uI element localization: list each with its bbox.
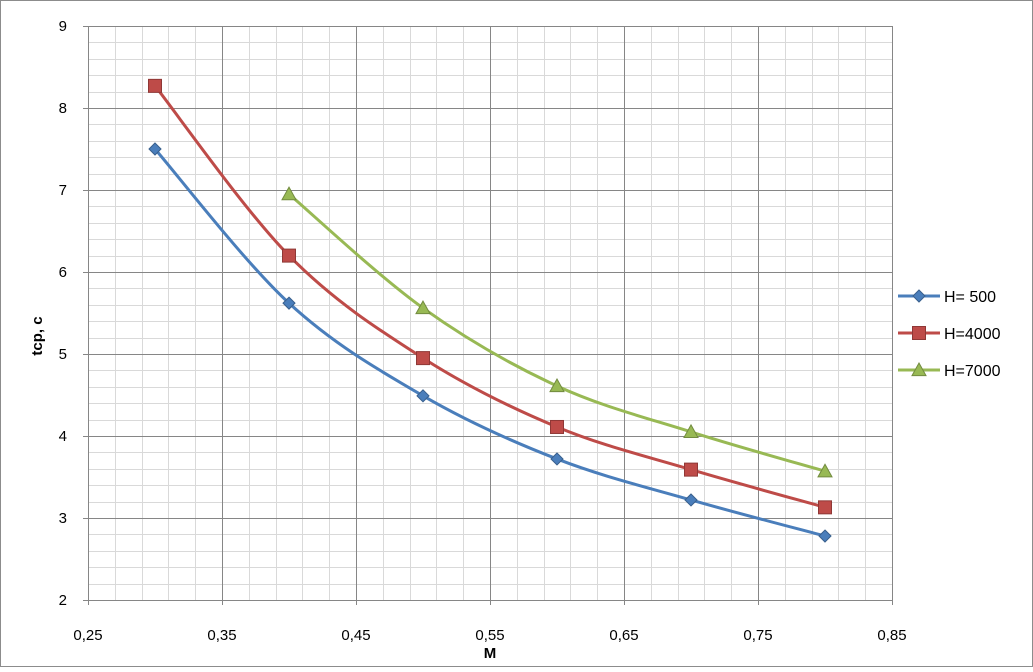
legend-entry: H=7000 — [898, 361, 1001, 380]
data-point-marker — [282, 296, 296, 310]
data-point-marker — [416, 389, 430, 403]
data-point-marker — [148, 78, 162, 93]
x-tick-label: 0,45 — [341, 627, 370, 644]
x-tick-label: 0,75 — [743, 627, 772, 644]
grid — [88, 26, 893, 601]
x-tick-label: 0,35 — [207, 627, 236, 644]
series-1 — [148, 142, 832, 543]
y-tick-label: 4 — [59, 428, 67, 445]
data-point-marker — [684, 493, 698, 507]
axes: 0,25 0,35 0,45 0,55 0,65 0,75 0,85 2 3 4 5 6 7 8 9 — [59, 18, 907, 644]
data-point-marker — [148, 142, 162, 156]
data-point-marker — [549, 377, 565, 393]
legend-label: H= 500 — [944, 289, 996, 306]
data-point-marker — [817, 463, 833, 478]
y-tick-label: 6 — [59, 264, 67, 281]
data-point-marker — [818, 529, 832, 543]
data-point-marker — [281, 186, 297, 201]
x-axis-title: M — [484, 645, 497, 662]
y-axis-title: tср, с — [29, 316, 46, 355]
legend-swatch-marker — [911, 361, 927, 377]
data-point-marker — [683, 423, 699, 438]
legend: H= 500 H=4000 H=7000 — [898, 289, 1001, 380]
y-tick-label: 3 — [59, 510, 67, 527]
data-point-marker — [416, 351, 430, 366]
series-3 — [281, 186, 833, 478]
x-tick-label: 0,65 — [609, 627, 638, 644]
x-tick-label: 0,85 — [877, 627, 906, 644]
legend-label: H=7000 — [944, 363, 1001, 380]
y-tick-label: 9 — [59, 18, 67, 35]
y-tick-label: 5 — [59, 346, 67, 363]
y-tick-label: 8 — [59, 100, 67, 117]
data-point-marker — [550, 452, 564, 466]
series-line — [287, 192, 827, 473]
legend-entry: H=4000 — [898, 326, 1001, 343]
y-tick-label: 7 — [59, 182, 67, 199]
legend-swatch-marker — [912, 289, 926, 303]
data-point-marker — [684, 462, 698, 477]
series-group — [148, 78, 833, 543]
series-line — [153, 147, 827, 538]
data-point-marker — [282, 248, 296, 263]
data-point-marker — [818, 500, 832, 515]
series-2 — [148, 78, 832, 515]
data-point-marker — [550, 419, 564, 434]
y-tick-label: 2 — [59, 592, 67, 609]
legend-label: H=4000 — [944, 326, 1001, 343]
x-tick-label: 0,55 — [475, 627, 504, 644]
legend-swatch-marker — [912, 326, 926, 340]
legend-entry: H= 500 — [898, 289, 996, 306]
x-tick-label: 0,25 — [73, 627, 102, 644]
data-point-marker — [415, 300, 431, 315]
